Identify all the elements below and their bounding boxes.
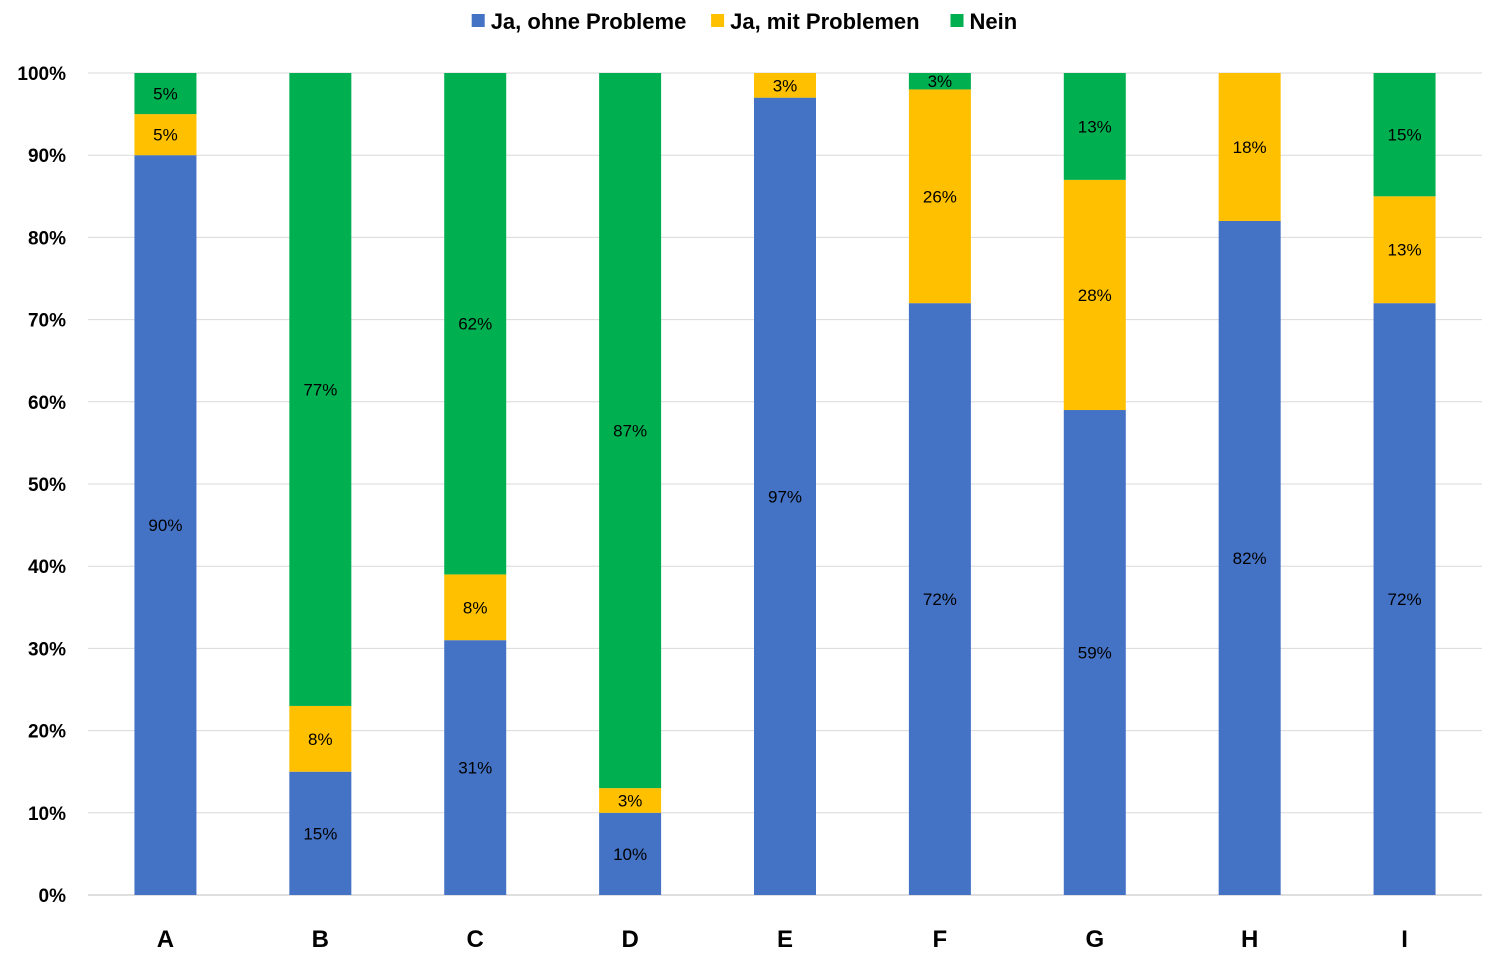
bar-segment <box>1063 179 1126 411</box>
bar-segment <box>289 705 352 772</box>
bar-segment <box>444 73 507 575</box>
y-tick-label: 80% <box>28 228 66 249</box>
bar-segment <box>754 97 816 895</box>
data-label: 26% <box>923 187 957 206</box>
data-label: 5% <box>153 85 178 104</box>
data-label: 72% <box>1388 590 1422 609</box>
data-label: 77% <box>303 380 337 399</box>
y-tick-label: 10% <box>28 804 66 825</box>
bar-segment <box>599 73 662 789</box>
data-label: 59% <box>1078 644 1112 663</box>
data-label: 28% <box>1078 286 1112 305</box>
x-tick-label: D <box>621 926 638 953</box>
x-tick-label: C <box>467 926 484 953</box>
data-label: 3% <box>773 76 798 95</box>
data-label: 82% <box>1233 549 1267 568</box>
legend-label: Ja, mit Problemen <box>730 9 920 34</box>
bar-segment <box>444 574 507 641</box>
x-tick-label: A <box>157 926 174 953</box>
legend-swatch <box>471 14 485 27</box>
data-label: 13% <box>1388 241 1422 260</box>
data-label: 13% <box>1078 117 1112 136</box>
data-label: 90% <box>148 516 182 535</box>
bar-segment <box>1218 73 1281 221</box>
x-tick-label: G <box>1085 926 1104 953</box>
data-label: 87% <box>613 422 647 441</box>
bar-segment <box>599 812 662 895</box>
bar-segment <box>1218 220 1281 895</box>
bar-segment <box>1373 73 1436 197</box>
legend-label: Ja, ohne Probleme <box>491 9 687 34</box>
data-label: 72% <box>923 590 957 609</box>
data-label: 10% <box>613 845 647 864</box>
axes: 0% 10% 20% 30% 40% 50% 60% 70% 80% 90% 100% A B C D E F G… <box>17 64 1408 953</box>
y-tick-label: 30% <box>28 639 66 660</box>
bar-segment <box>599 788 662 813</box>
data-label: 62% <box>458 315 492 334</box>
x-tick-label: E <box>777 926 793 953</box>
bars <box>134 73 1436 895</box>
data-label: 8% <box>308 730 333 749</box>
y-tick-label: 100% <box>17 64 66 85</box>
y-tick-label: 50% <box>28 475 66 496</box>
bar-segment <box>754 73 816 98</box>
bar-segment <box>908 303 971 895</box>
bar-segment <box>134 73 197 115</box>
data-label: 3% <box>928 72 953 91</box>
legend-swatch <box>950 14 964 27</box>
y-tick-label: 90% <box>28 146 66 167</box>
bar-segment <box>908 73 971 90</box>
bar-segment <box>1063 73 1126 180</box>
y-tick-label: 20% <box>28 722 66 743</box>
x-tick-label: B <box>312 926 329 953</box>
data-label: 97% <box>768 487 802 506</box>
y-tick-label: 70% <box>28 311 66 332</box>
bar-segment <box>1373 303 1436 895</box>
bar-segment <box>1063 410 1126 895</box>
bar-segment <box>1373 196 1436 304</box>
data-label: 15% <box>303 824 337 843</box>
bar-segment <box>444 640 507 895</box>
legend-label: Nein <box>970 9 1018 34</box>
legend: Ja, ohne Probleme Ja, mit Problemen Nein <box>471 9 1018 34</box>
bar-segment <box>289 771 352 895</box>
bar-segment <box>134 155 197 895</box>
x-tick-label: H <box>1241 926 1258 953</box>
x-tick-label: I <box>1401 926 1408 953</box>
data-label: 18% <box>1233 138 1267 157</box>
legend-swatch <box>711 14 725 27</box>
y-tick-label: 40% <box>28 557 66 578</box>
y-tick-label: 0% <box>39 886 67 907</box>
data-label: 15% <box>1388 126 1422 145</box>
data-label: 31% <box>458 759 492 778</box>
data-label: 3% <box>618 791 643 810</box>
data-labels: 90% 5% 5% 15% 8% 77% 31% 8% 62% 10% 3% 87% 97% 3% 72% 2… <box>148 72 1421 864</box>
x-tick-label: F <box>933 926 948 953</box>
bar-segment <box>908 89 971 304</box>
bar-segment <box>289 73 352 706</box>
data-label: 5% <box>153 126 178 145</box>
bar-segment <box>134 114 197 156</box>
y-tick-label: 60% <box>28 393 66 414</box>
data-label: 8% <box>463 598 488 617</box>
